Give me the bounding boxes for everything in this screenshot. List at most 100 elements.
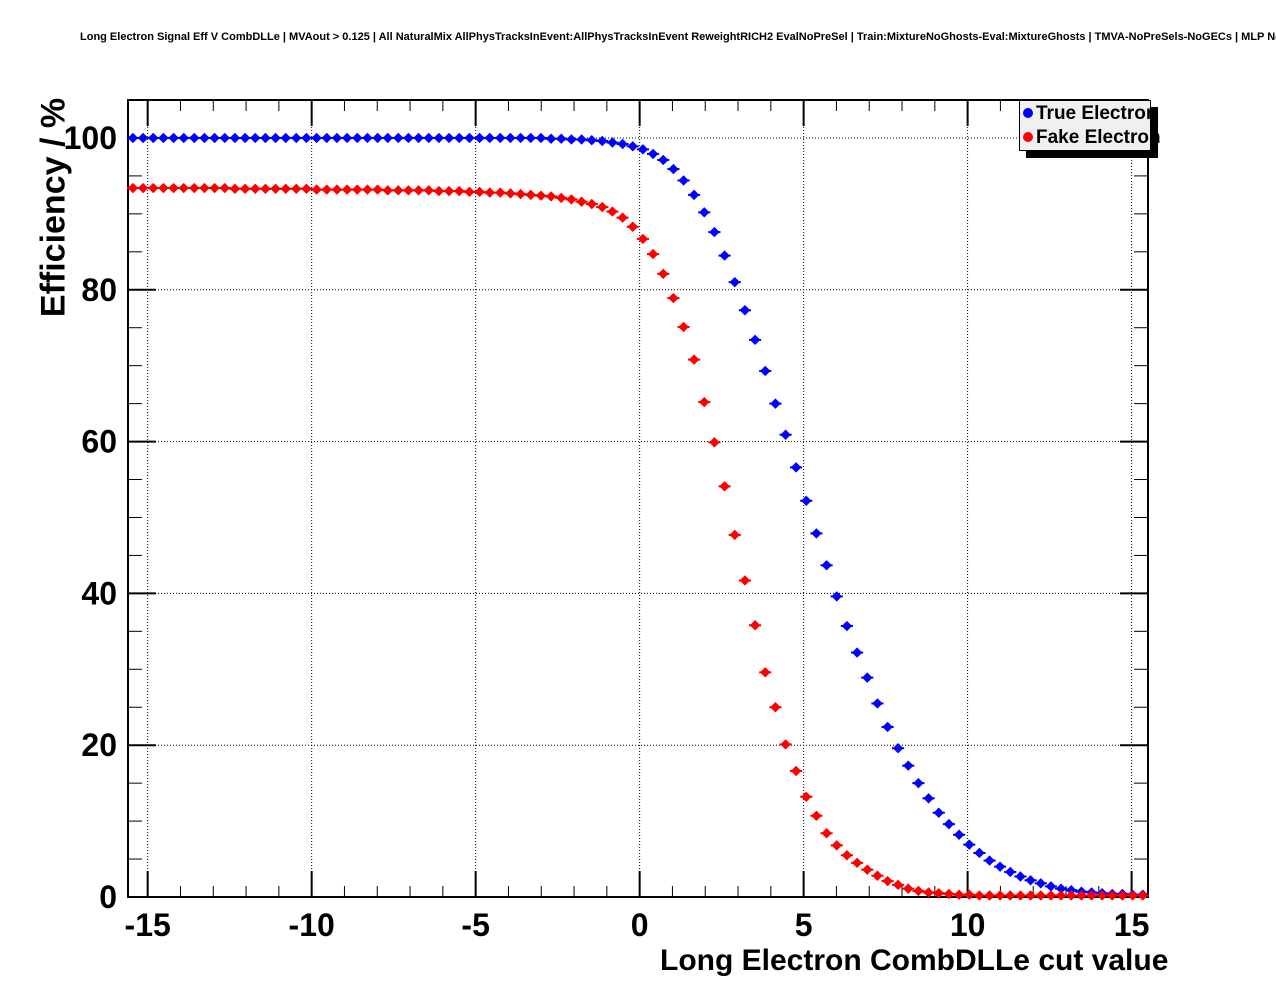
data-point <box>790 765 802 777</box>
data-point <box>1005 890 1016 901</box>
data-point <box>597 201 608 213</box>
data-point <box>760 667 771 678</box>
data-point <box>811 528 822 539</box>
data-point <box>168 132 179 144</box>
data-point <box>760 365 771 377</box>
data-point <box>1055 890 1067 901</box>
data-point <box>362 184 373 195</box>
x-tick-label: -15 <box>125 907 171 943</box>
x-tick-label: 15 <box>1114 907 1150 943</box>
data-point <box>576 134 587 145</box>
data-point <box>219 182 230 194</box>
data-point <box>801 495 812 506</box>
data-point <box>433 132 445 144</box>
data-point <box>903 760 914 771</box>
data-point <box>1035 878 1046 889</box>
data-point <box>1117 890 1128 901</box>
data-point <box>801 791 812 803</box>
data-point <box>892 743 904 754</box>
data-point <box>831 840 842 851</box>
data-point <box>393 185 404 196</box>
data-point <box>393 132 404 144</box>
data-point <box>148 182 159 194</box>
data-point <box>647 248 659 260</box>
data-point <box>882 875 893 887</box>
data-point <box>821 828 832 839</box>
data-point <box>780 739 791 750</box>
data-point <box>137 182 149 194</box>
data-point <box>423 132 434 144</box>
data-point <box>566 194 577 205</box>
data-point <box>933 807 944 818</box>
data-point <box>964 889 975 900</box>
data-point <box>372 184 383 195</box>
data-point <box>862 672 873 683</box>
data-point <box>515 188 526 200</box>
fake-electron-marker-icon <box>1023 132 1033 142</box>
x-tick-label: 5 <box>795 907 813 943</box>
data-point <box>953 829 965 840</box>
x-tick-label: 10 <box>950 907 986 943</box>
data-point <box>1137 890 1148 901</box>
data-point <box>341 184 353 195</box>
legend-item-label: True Electron <box>1036 102 1158 124</box>
data-point <box>443 185 455 197</box>
data-point <box>841 620 853 632</box>
data-point <box>678 321 689 333</box>
data-point <box>719 250 730 261</box>
data-point <box>1045 881 1057 892</box>
data-point <box>495 187 506 198</box>
data-point <box>770 398 781 409</box>
legend-item-fake-electron: Fake Electron <box>1020 125 1161 149</box>
data-point <box>668 163 679 175</box>
data-point <box>627 141 638 152</box>
data-point <box>617 138 628 150</box>
data-point <box>250 183 261 195</box>
data-point <box>994 861 1006 872</box>
data-point <box>199 132 210 144</box>
data-point <box>545 191 557 202</box>
data-point <box>719 481 730 492</box>
x-axis-title: Long Electron CombDLLe cut value <box>660 944 1169 977</box>
y-tick-label: 20 <box>81 727 117 763</box>
data-point <box>301 132 312 144</box>
data-point <box>658 154 669 166</box>
data-point <box>923 887 934 898</box>
true-electron-marker-icon <box>1023 108 1033 118</box>
legend: True Electron Fake Electron <box>1019 100 1161 151</box>
data-point <box>127 182 139 194</box>
data-point <box>851 857 863 869</box>
data-point <box>515 132 526 144</box>
data-point <box>923 793 934 804</box>
data-point <box>933 888 944 899</box>
data-point <box>168 182 179 194</box>
data-point <box>433 185 445 197</box>
data-point <box>668 292 679 304</box>
data-point <box>505 132 516 144</box>
data-point <box>372 132 383 144</box>
data-point <box>535 190 547 201</box>
data-point <box>209 182 220 194</box>
data-point <box>597 135 608 147</box>
data-point <box>637 144 649 155</box>
data-point <box>821 560 832 571</box>
data-point <box>1076 890 1087 901</box>
data-point <box>280 183 291 195</box>
data-point <box>994 890 1006 901</box>
data-point <box>484 132 495 144</box>
data-point <box>1107 890 1118 901</box>
data-point <box>566 134 577 145</box>
data-point <box>627 221 638 232</box>
data-point <box>1086 890 1097 901</box>
plot-frame <box>127 99 1149 898</box>
data-point <box>1015 890 1026 901</box>
data-point <box>495 132 506 144</box>
data-point <box>974 890 985 901</box>
data-point <box>321 132 332 144</box>
y-tick-label: 0 <box>99 879 117 915</box>
data-point <box>352 132 363 144</box>
data-point <box>1127 890 1138 901</box>
data-point <box>556 192 567 204</box>
data-point <box>1015 871 1026 882</box>
